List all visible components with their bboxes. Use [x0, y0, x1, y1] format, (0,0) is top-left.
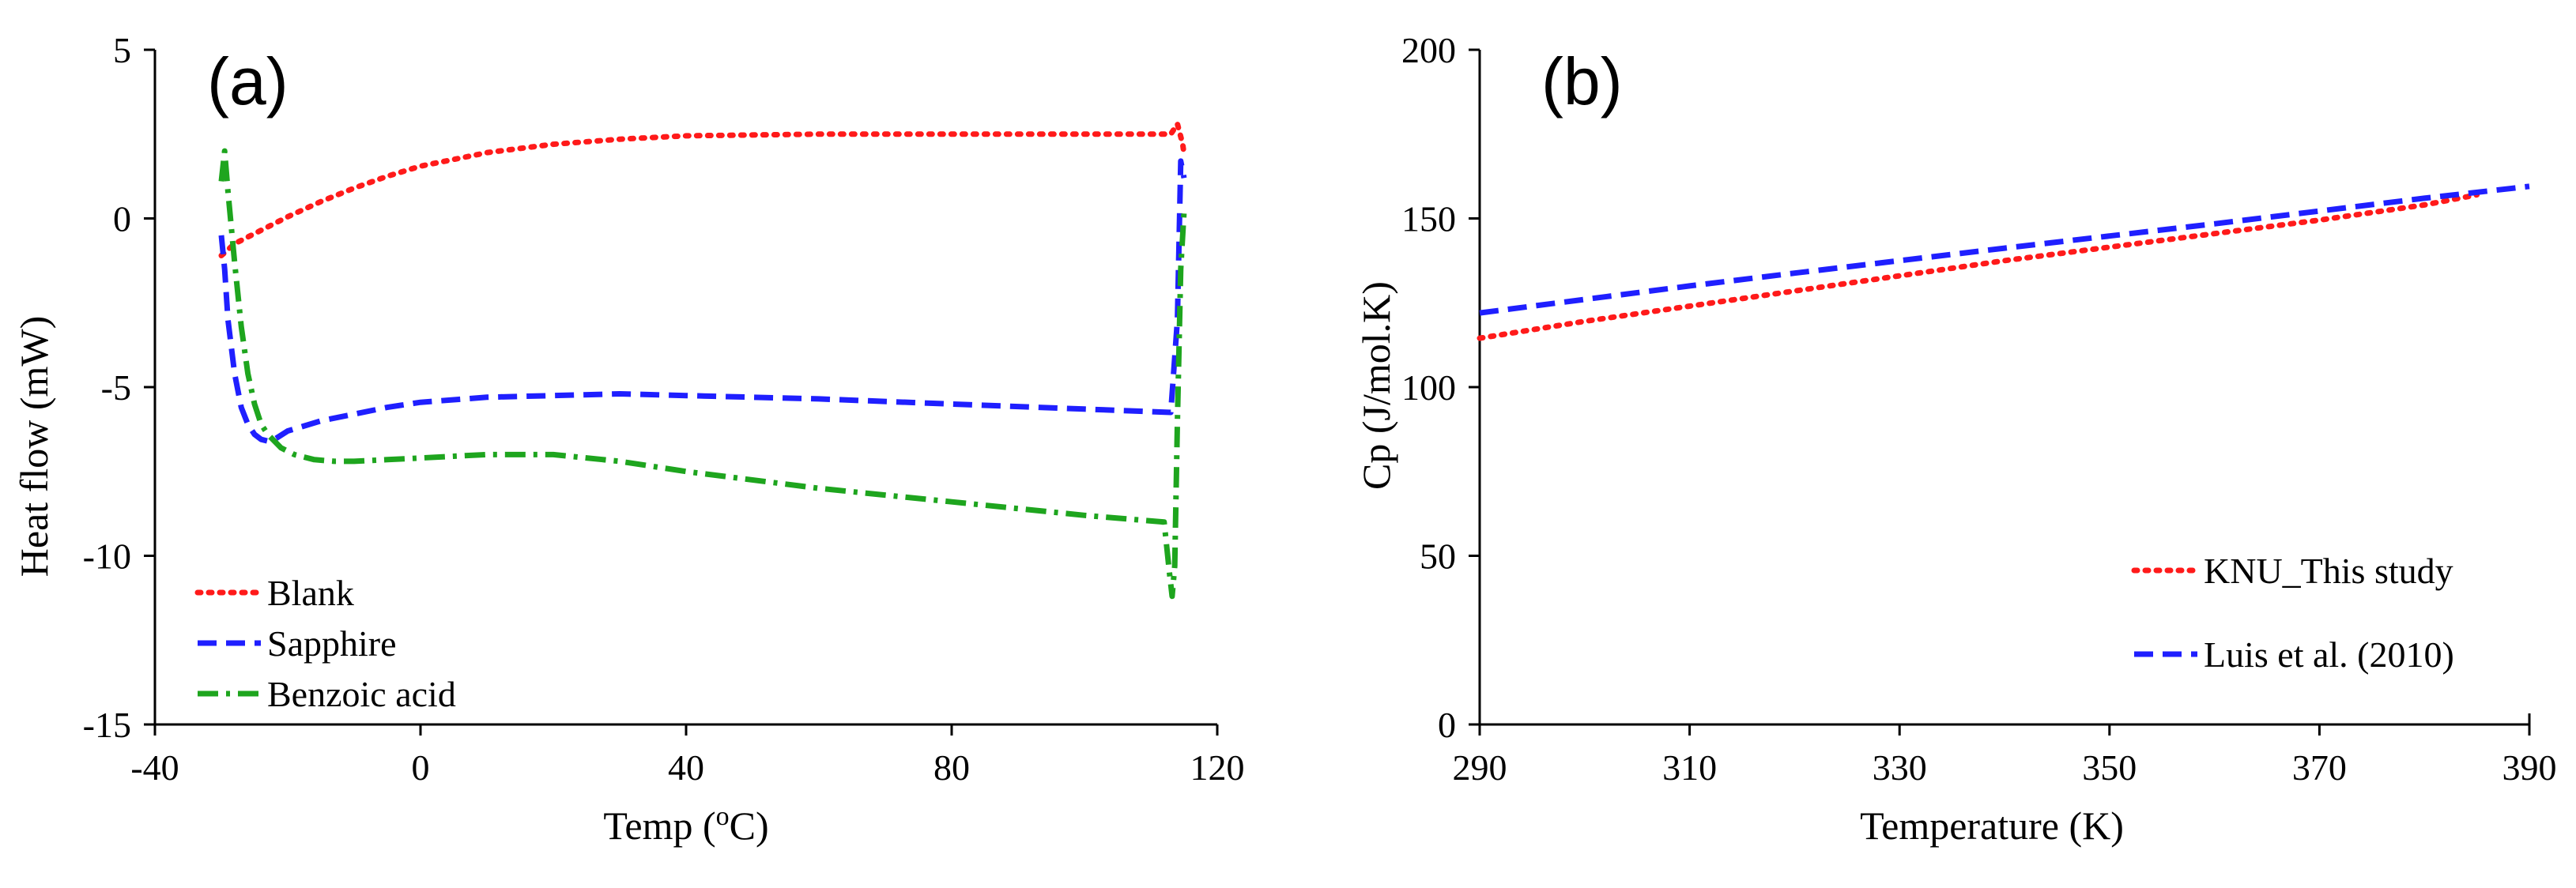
panel-a-xlabel-end: C) — [730, 803, 769, 848]
panel-a-legend-label-benzoic-acid: Benzoic acid — [267, 674, 456, 714]
panel-b: (b) 0 50 100 150 200 290 310 330 350 370 390 KNU_T… — [1354, 30, 2557, 848]
panel-b-y-tick-label: 150 — [1401, 199, 1456, 239]
panel-b-label: (b) — [1541, 44, 1623, 119]
panel-a-xlabel: Temp (oC) — [603, 802, 768, 848]
panel-b-x-tick-label: 370 — [2292, 747, 2347, 788]
panel-a-y-tick-label: -10 — [83, 536, 131, 577]
panel-b-x-tick-label: 350 — [2082, 747, 2137, 788]
panel-a-xlabel-main: Temp ( — [603, 803, 715, 848]
panel-b-x-tick-label: 310 — [1662, 747, 1717, 788]
panel-b-legend-label-knu-this-study: KNU_This study — [2204, 551, 2453, 591]
panel-b-x-tick-label: 390 — [2502, 747, 2557, 788]
panel-a-xlabel-sup: o — [716, 802, 730, 831]
panel-a-series-line-benzoic-acid — [218, 148, 1187, 600]
panel-a-series-line-sapphire — [218, 158, 1187, 444]
panel-b-axes: 0 50 100 150 200 290 310 330 350 370 390 — [1401, 30, 2557, 788]
panel-a-x-tick-label: 40 — [668, 747, 704, 788]
panel-a-series-line-blank — [218, 121, 1187, 258]
panel-a-ylabel: Heat flow (mW) — [12, 316, 56, 577]
panel-b-x-tick-label: 290 — [1453, 747, 1507, 788]
panel-a-axes: -15 -10 -5 0 5 -40 0 40 80 120 — [83, 30, 1245, 788]
panel-b-y-tick-label: 200 — [1401, 30, 1456, 70]
panel-b-series — [1477, 183, 2530, 341]
panel-a-x-tick-label: 120 — [1190, 747, 1245, 788]
panel-a-x-tick-label: 80 — [933, 747, 970, 788]
panel-a-x-tick-label: 0 — [412, 747, 430, 788]
panel-a-x-tick-label: -40 — [130, 747, 179, 788]
panel-a-label: (a) — [207, 44, 289, 119]
panel-a-y-tick-label: 0 — [113, 199, 131, 239]
panel-a-y-tick-label: 5 — [113, 30, 131, 70]
panel-b-y-tick-label: 0 — [1438, 705, 1456, 745]
panel-a-legend-label-blank: Blank — [267, 573, 354, 613]
panel-a-y-tick-label: -15 — [83, 705, 131, 745]
panel-b-ylabel: Cp (J/mol.K) — [1354, 281, 1398, 490]
panel-b-y-tick-label: 50 — [1420, 536, 1456, 577]
panel-b-y-tick-label: 100 — [1401, 367, 1456, 408]
panel-b-legend: KNU_This study Luis et al. (2010) — [2131, 551, 2454, 675]
panel-a-legend: Blank Sapphire Benzoic acid — [194, 573, 456, 714]
panel-b-series-line-knu-this-study — [1477, 192, 2480, 341]
panel-a-y-tick-label: -5 — [101, 367, 131, 408]
panel-b-x-tick-label: 330 — [1873, 747, 1927, 788]
panel-b-legend-label-luis-et-al-2010: Luis et al. (2010) — [2204, 634, 2454, 675]
panel-a-series — [218, 121, 1187, 600]
panel-a: (a) -15-10-505-40 0 40 80 120 BlankSapphireB… — [12, 30, 1245, 848]
panel-b-series-line-luis-et-al-2010 — [1479, 183, 2530, 316]
panel-a-legend-label-sapphire: Sapphire — [267, 623, 397, 664]
panel-b-xlabel: Temperature (K) — [1860, 803, 2124, 848]
